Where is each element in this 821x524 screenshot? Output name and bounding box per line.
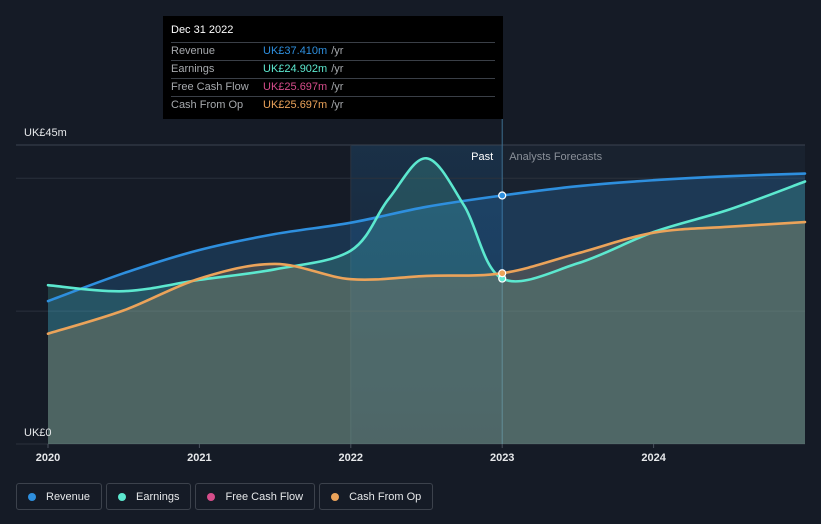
series-areas xyxy=(48,158,805,444)
tooltip-row-revenue: Revenue UK£37.410m/yr xyxy=(171,42,495,60)
grid xyxy=(16,118,805,445)
tooltip-value: UK£25.697m xyxy=(263,99,328,111)
line-revenue xyxy=(46,172,807,303)
y-axis-max-label: UK£45m xyxy=(24,127,67,139)
area-cash-from-op xyxy=(48,222,805,444)
past-region xyxy=(350,145,503,444)
legend-dot-icon xyxy=(331,492,340,501)
tooltip-label: Revenue xyxy=(171,45,216,57)
tooltip-unit: /yr xyxy=(331,81,344,93)
legend-label: Cash From Op xyxy=(349,490,422,503)
x-tick-label: 2022 xyxy=(339,452,363,464)
tooltip-label: Cash From Op xyxy=(171,99,244,111)
forecast-label: Analysts Forecasts xyxy=(509,151,602,163)
tooltip-label: Free Cash Flow xyxy=(171,81,249,93)
legend-item-cash-from-op[interactable]: Cash From Op xyxy=(319,483,434,510)
x-tick-label: 2023 xyxy=(490,452,514,464)
legend-item-earnings[interactable]: Earnings xyxy=(106,483,192,510)
legend-label: Revenue xyxy=(46,490,91,503)
tooltip-value: UK£37.410m xyxy=(263,45,328,57)
axis-labels: UK£45m UK£0 2020 2021 2022 2023 2024 Past Analys… xyxy=(24,127,667,464)
forecast-region xyxy=(502,145,805,444)
legend-label: Earnings xyxy=(136,490,180,503)
tooltip-date: Dec 31 2022 xyxy=(171,24,234,36)
legend-dot-icon xyxy=(118,492,127,501)
legend-dot-icon xyxy=(207,492,216,501)
tooltip-unit: /yr xyxy=(331,45,344,57)
tooltip-unit: /yr xyxy=(331,63,344,75)
tooltip-label: Earnings xyxy=(171,63,215,75)
legend-label: Free Cash Flow xyxy=(225,490,304,503)
x-tick-label: 2020 xyxy=(36,452,60,464)
tooltip: Dec 31 2022 Revenue UK£37.410m/yr Earnings… xyxy=(163,16,503,119)
tooltip-value: UK£25.697m xyxy=(263,81,328,93)
tooltip-row-free-cash-flow: Free Cash Flow UK£25.697m/yr xyxy=(171,78,495,96)
x-tick-label: 2021 xyxy=(187,452,211,464)
series-lines xyxy=(46,157,807,335)
tooltip-row-earnings: Earnings UK£24.902m/yr xyxy=(171,60,495,78)
marker-revenue xyxy=(498,191,507,200)
marker-cash-from-op xyxy=(498,269,507,278)
tooltip-value: UK£24.902m xyxy=(263,63,328,75)
y-axis-min-label: UK£0 xyxy=(24,427,52,439)
markers xyxy=(498,191,507,283)
x-tick-label: 2024 xyxy=(641,452,666,464)
legend-item-revenue[interactable]: Revenue xyxy=(16,483,103,510)
line-cash-from-op xyxy=(46,220,807,335)
area-earnings xyxy=(48,158,805,444)
legend: Revenue Earnings Free Cash Flow Cash From O… xyxy=(16,483,434,510)
past-label: Past xyxy=(471,151,493,163)
legend-dot-icon xyxy=(28,492,36,501)
legend-item-free-cash-flow[interactable]: Free Cash Flow xyxy=(195,483,316,510)
tooltip-unit: /yr xyxy=(331,99,344,111)
tooltip-row-cash-from-op: Cash From Op UK£25.697m/yr xyxy=(171,96,495,114)
